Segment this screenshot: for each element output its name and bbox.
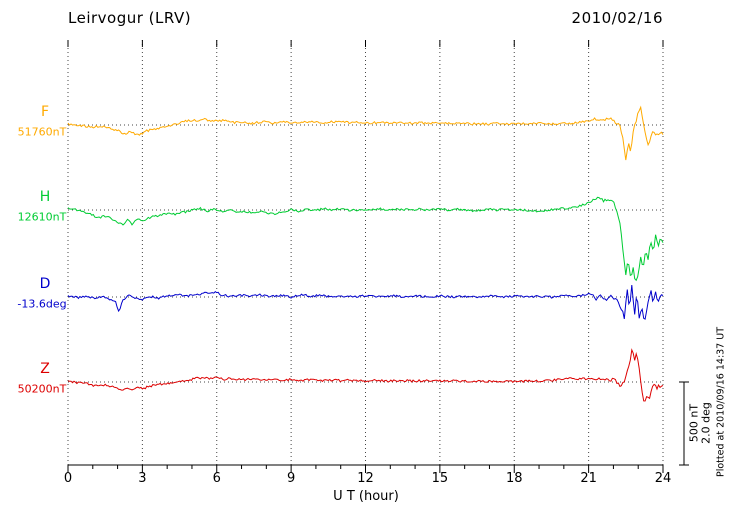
series-letter-H: H — [39, 189, 51, 205]
series-letter-Z: Z — [40, 361, 50, 377]
series-baseline-H: 12610nT — [17, 210, 67, 224]
station-title: Leirvogur (LRV) — [68, 9, 192, 27]
date-label: 2010/02/16 — [571, 9, 663, 27]
x-tick-18: 18 — [505, 471, 523, 486]
scalebar-deg-label: 2.0 deg — [699, 402, 713, 444]
x-tick-24: 24 — [654, 471, 672, 486]
x-tick-3: 3 — [138, 471, 147, 486]
x-tick-9: 9 — [286, 471, 296, 486]
x-axis-label: U T (hour) — [333, 489, 399, 504]
series-baseline-D: -13.6deg — [17, 297, 67, 311]
x-tick-6: 6 — [212, 471, 221, 486]
series-letter-D: D — [39, 276, 51, 292]
series-baseline-Z: 50200nT — [17, 382, 67, 396]
plotted-at-note: Plotted at 2010/09/16 14:37 UT — [715, 326, 727, 478]
series-baseline-F: 51760nT — [17, 125, 67, 139]
x-tick-15: 15 — [431, 471, 449, 486]
series-letter-F: F — [40, 104, 50, 120]
x-tick-12: 12 — [357, 471, 374, 486]
x-tick-0: 0 — [63, 471, 73, 486]
x-tick-21: 21 — [580, 471, 597, 486]
